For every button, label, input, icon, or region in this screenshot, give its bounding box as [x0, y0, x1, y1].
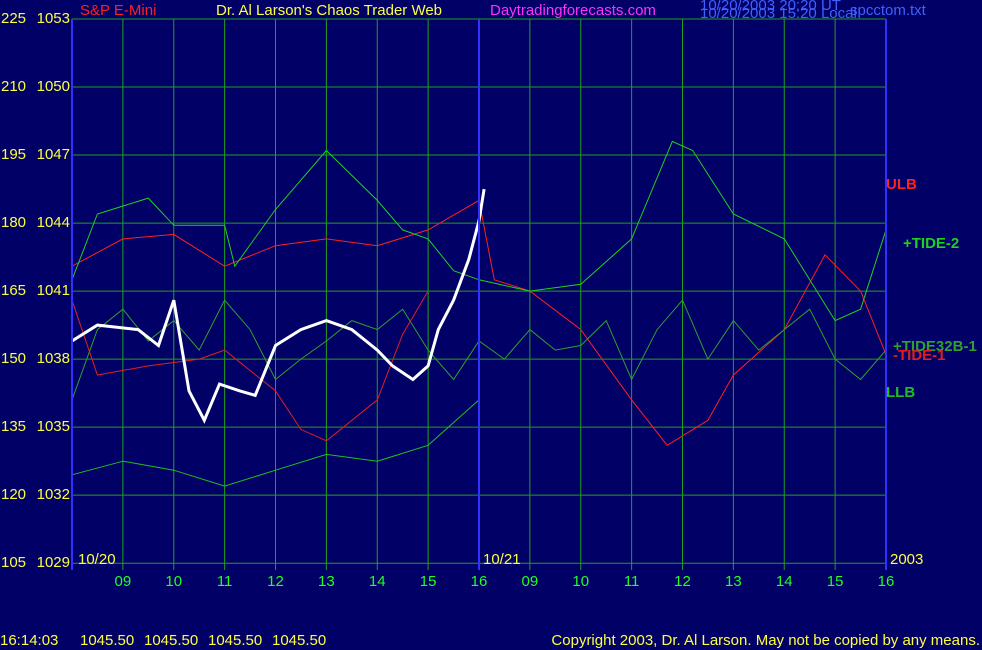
y2-tick-label: 105 — [1, 554, 26, 571]
date-label: 2003 — [890, 551, 923, 568]
price-line — [71, 188, 486, 424]
y2-tick-label: 165 — [1, 282, 26, 299]
series-line — [71, 199, 887, 446]
y-tick-label: 1038 — [37, 350, 70, 367]
x-tick-label: 15 — [420, 573, 437, 590]
x-tick-label: 11 — [624, 573, 640, 590]
legend-label: ULB — [886, 176, 917, 193]
stamp-ut: 10/20/2003 20:20 UT — [700, 0, 841, 14]
x-tick-label: 14 — [776, 573, 793, 590]
x-tick-label: 14 — [369, 573, 386, 590]
y2-tick-label: 210 — [1, 78, 26, 95]
legend-label: +TIDE-2 — [903, 235, 959, 252]
stamp-local: 10/20/2003 15:20 Local — [700, 5, 857, 22]
series-line — [71, 399, 480, 487]
y2-tick-label: 225 — [1, 10, 26, 27]
y-tick-label: 1047 — [37, 146, 70, 163]
footer-quote: 1045.50 — [208, 632, 262, 649]
y-tick-label: 1050 — [37, 78, 70, 95]
legend-label: LLB — [886, 384, 915, 401]
y2-tick-label: 195 — [1, 146, 26, 163]
series-line — [71, 290, 429, 442]
footer-quote: 1045.50 — [272, 632, 326, 649]
footer-time: 16:14:03 — [0, 632, 58, 649]
x-tick-label: 13 — [318, 573, 335, 590]
y2-tick-label: 120 — [1, 486, 26, 503]
y-tick-label: 1044 — [37, 214, 70, 231]
x-tick-label: 11 — [217, 573, 233, 590]
y-tick-label: 1041 — [37, 282, 70, 299]
x-tick-label: 16 — [471, 573, 488, 590]
x-tick-label: 10 — [165, 573, 182, 590]
chart-title: Dr. Al Larson's Chaos Trader Web — [216, 2, 442, 19]
x-tick-label: 12 — [267, 573, 284, 590]
x-tick-label: 12 — [674, 573, 691, 590]
x-tick-label: 09 — [522, 573, 539, 590]
x-tick-label: 16 — [878, 573, 895, 590]
y-tick-label: 1035 — [37, 418, 70, 435]
x-tick-label: 10 — [572, 573, 589, 590]
symbol: S&P E-Mini — [80, 2, 156, 19]
series-line — [71, 140, 887, 322]
date-label: 10/21 — [483, 551, 521, 568]
x-tick-label: 13 — [725, 573, 742, 590]
y-tick-label: 1053 — [37, 10, 70, 27]
y2-tick-label: 150 — [1, 350, 26, 367]
copyright: Copyright 2003, Dr. Al Larson. May not b… — [551, 632, 980, 649]
y2-tick-label: 135 — [1, 418, 26, 435]
footer-quote: 1045.50 — [80, 632, 134, 649]
y-tick-label: 1029 — [37, 554, 70, 571]
legend-label: +TIDE32B-1 — [893, 338, 977, 355]
footer-quote: 1045.50 — [144, 632, 198, 649]
y2-tick-label: 180 — [1, 214, 26, 231]
y-tick-label: 1032 — [37, 486, 70, 503]
legend-label: -TIDE-1 — [893, 347, 946, 364]
site: Daytradingforecasts.com — [490, 2, 656, 19]
x-tick-label: 15 — [827, 573, 844, 590]
file-name: spcctom.txt — [850, 2, 927, 19]
date-label: 10/20 — [78, 551, 116, 568]
x-tick-label: 09 — [115, 573, 132, 590]
